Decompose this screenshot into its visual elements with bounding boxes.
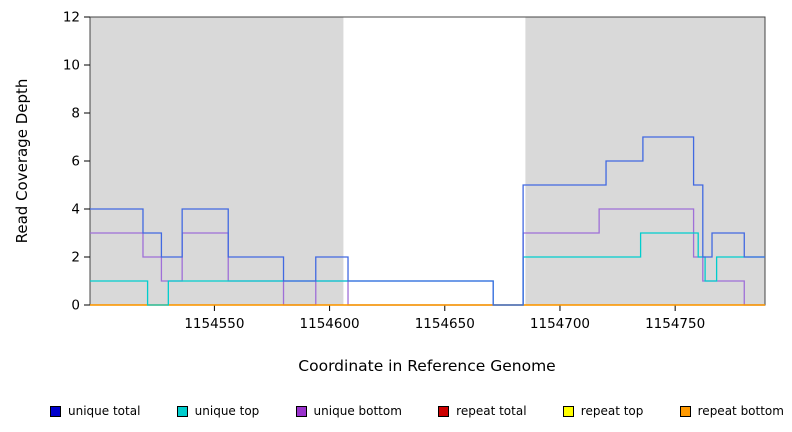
y-axis-title: Read Coverage Depth (13, 79, 31, 244)
legend-item: unique bottom (295, 404, 402, 418)
legend-item: repeat top (562, 404, 644, 418)
legend-label: repeat top (580, 404, 644, 418)
legend-swatch (562, 405, 574, 417)
legend-swatch (295, 405, 307, 417)
y-tick-label: 6 (71, 154, 80, 170)
chart-plot-area: 1154550 1154600 1154650 1154700 1154750 0 2 4 6 8… (63, 10, 766, 332)
legend-item: repeat bottom (679, 404, 784, 418)
legend: unique total unique top unique bottom repea… (50, 400, 784, 422)
y-tick-label: 0 (71, 298, 80, 314)
legend-label: repeat total (456, 404, 527, 418)
legend-label: unique total (68, 404, 141, 418)
legend-label: unique bottom (313, 404, 402, 418)
legend-item: unique top (176, 404, 260, 418)
x-axis-title: Coordinate in Reference Genome (298, 357, 555, 375)
y-tick-label: 12 (63, 10, 80, 26)
x-tick-label: 1154600 (300, 316, 360, 332)
chart-svg: 1154550 1154600 1154650 1154700 1154750 0 2 4 6 8… (13, 10, 766, 375)
legend-swatch (50, 405, 61, 417)
x-tick-label: 1154550 (184, 316, 244, 332)
y-tick-label: 2 (71, 250, 80, 266)
shaded-region (90, 17, 344, 305)
x-tick-label: 1154750 (645, 316, 705, 332)
x-tick-label: 1154700 (530, 316, 590, 332)
x-tick-label: 1154650 (415, 316, 475, 332)
legend-label: unique top (194, 404, 260, 418)
y-tick-label: 10 (63, 58, 80, 74)
legend-swatch (679, 405, 691, 417)
y-tick-label: 8 (71, 106, 80, 122)
y-tick-label: 4 (71, 202, 80, 218)
legend-label: repeat bottom (697, 404, 784, 418)
series-unique-top (90, 232, 765, 306)
shaded-region (525, 17, 765, 305)
legend-item: unique total (50, 404, 140, 418)
legend-swatch (438, 405, 450, 417)
legend-item: repeat total (438, 404, 527, 418)
legend-swatch (176, 405, 188, 417)
series-unique-total (90, 136, 765, 306)
